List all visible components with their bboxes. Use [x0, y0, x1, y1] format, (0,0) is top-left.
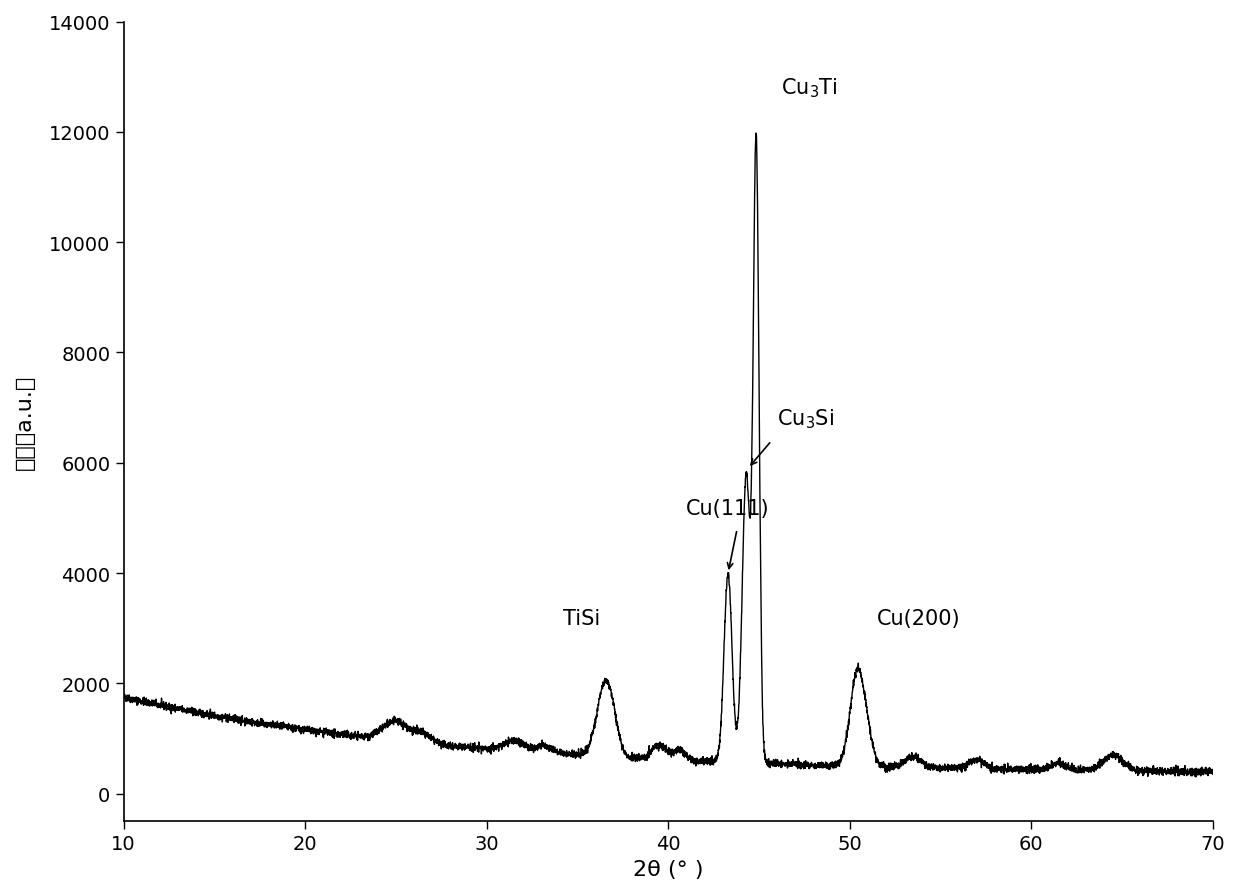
Text: Cu$_3$Ti: Cu$_3$Ti — [781, 76, 837, 99]
Text: Cu(111): Cu(111) — [686, 498, 770, 519]
Y-axis label: 强度（a.u.）: 强度（a.u.） — [15, 375, 35, 469]
X-axis label: 2θ (° ): 2θ (° ) — [632, 859, 703, 879]
Text: Cu(200): Cu(200) — [877, 609, 961, 628]
Text: Cu$_3$Si: Cu$_3$Si — [777, 407, 835, 430]
Text: TiSi: TiSi — [563, 609, 600, 628]
